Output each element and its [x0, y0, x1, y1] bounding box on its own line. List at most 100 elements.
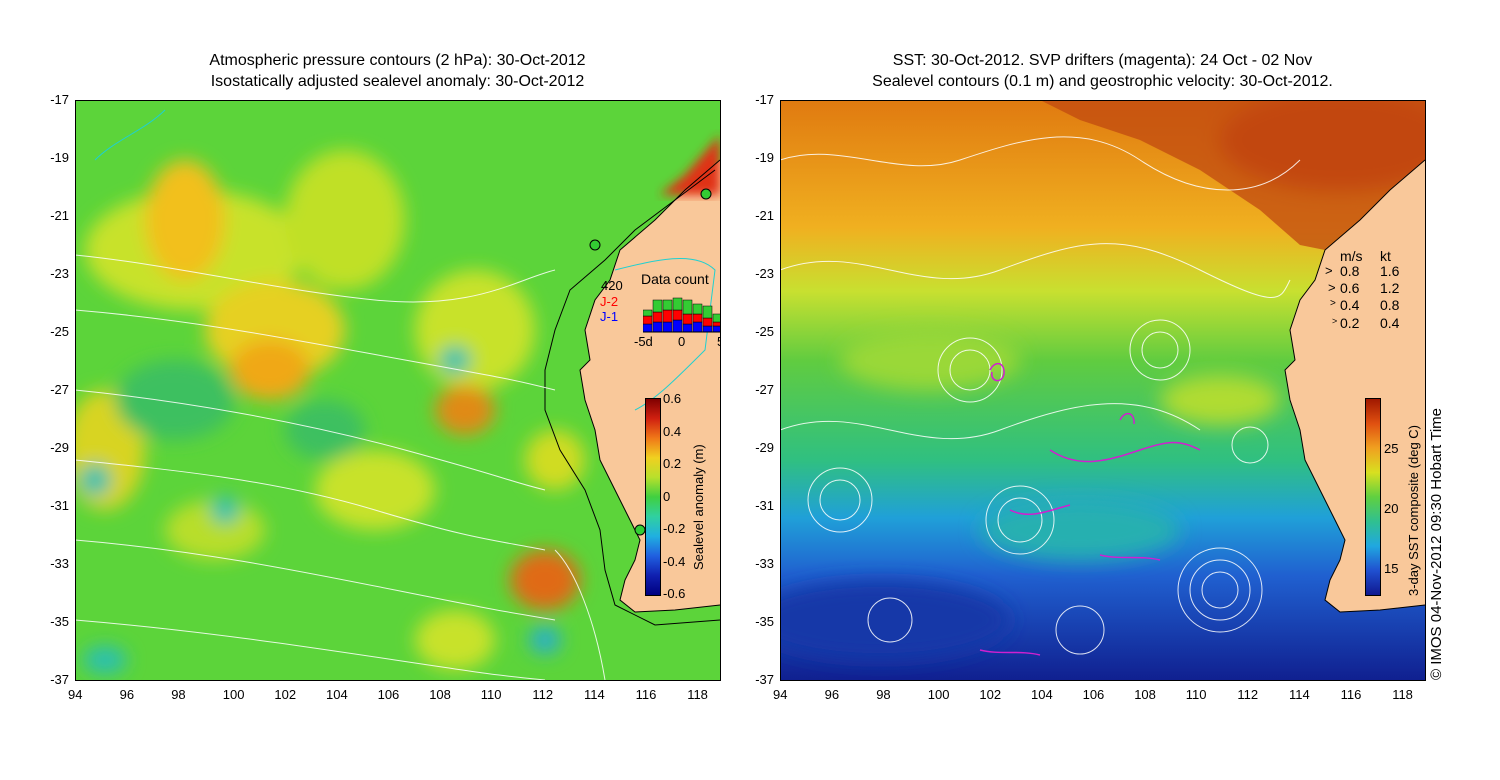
- latitude-tick: -19: [755, 150, 774, 165]
- sst-map[interactable]: m/s kt > 0.8 1.6 > 0.6 1.2 > 0.4 0.8 > 0…: [780, 100, 1425, 680]
- latitude-tick: -19: [50, 150, 69, 165]
- latitude-tick: -25: [755, 324, 774, 339]
- right-title-line1: SST: 30-Oct-2012. SVP drifters (magenta)…: [892, 52, 1313, 69]
- latitude-tick: -29: [755, 440, 774, 455]
- longitude-tick: 98: [171, 687, 186, 702]
- sealevel-anomaly-field: [75, 100, 720, 680]
- data-count-title: Data count: [641, 271, 709, 287]
- velocity-arrow-icon: >: [1325, 263, 1333, 278]
- data-count-bar-other: [672, 297, 683, 311]
- sealevel-anomaly-map[interactable]: Data count 420 J-2 J-1 -5d 0 5 0.6 0.4 0…: [75, 100, 720, 680]
- data-count-bar-other: [682, 299, 693, 315]
- latitude-tick: -33: [755, 556, 774, 571]
- longitude-tick: 114: [1289, 687, 1310, 702]
- latitude-tick: -23: [755, 266, 774, 281]
- sealevel-colorbar: [645, 398, 661, 596]
- longitude-tick: 94: [773, 687, 788, 702]
- data-count-bar-other: [702, 305, 713, 319]
- latitude-tick: -35: [755, 614, 774, 629]
- velocity-arrow-icon: >: [1328, 280, 1336, 295]
- sealevel-colorbar-tick: 0.4: [663, 424, 682, 439]
- velocity-legend-header-ms: m/s: [1340, 248, 1363, 264]
- sealevel-colorbar-tick: 0.6: [663, 391, 682, 406]
- longitude-tick: 94: [68, 687, 83, 702]
- longitude-tick: 106: [377, 687, 400, 702]
- longitude-tick: 100: [222, 687, 245, 702]
- longitude-tick: 112: [1237, 687, 1259, 702]
- latitude-tick: -31: [50, 498, 69, 513]
- data-count-bar-other: [652, 299, 663, 313]
- latitude-tick: -27: [755, 382, 774, 397]
- longitude-tick: 110: [1185, 687, 1207, 702]
- velocity-legend-ms: 0.8: [1340, 263, 1360, 279]
- data-count-x-tick: 0: [678, 334, 686, 349]
- left-map-frame: [75, 100, 721, 681]
- data-count-bar-other: [643, 309, 653, 317]
- sealevel-colorbar-tick: -0.2: [663, 521, 686, 536]
- longitude-tick: 118: [687, 687, 708, 702]
- latitude-tick: -29: [50, 440, 69, 455]
- latitude-tick: -21: [755, 208, 774, 223]
- velocity-arrow-icon: >: [1332, 316, 1338, 326]
- velocity-legend-kt: 0.4: [1380, 315, 1400, 331]
- latitude-tick: -25: [50, 324, 69, 339]
- latitude-tick: -27: [50, 382, 69, 397]
- velocity-arrow-icon: >: [1330, 298, 1336, 309]
- longitude-tick: 110: [480, 687, 502, 702]
- right-title: SST: 30-Oct-2012. SVP drifters (magenta)…: [780, 50, 1425, 92]
- left-title: Atmospheric pressure contours (2 hPa): 3…: [75, 50, 720, 92]
- left-title-line2: Isostatically adjusted sealevel anomaly:…: [210, 73, 585, 90]
- data-count-x-tick: 5: [717, 334, 720, 349]
- longitude-tick: 104: [326, 687, 348, 702]
- longitude-tick: 96: [119, 687, 135, 702]
- longitude-tick: 104: [1031, 687, 1053, 702]
- sst-colorbar-tick: 20: [1384, 501, 1399, 516]
- longitude-tick: 100: [927, 687, 950, 702]
- sst-colorbar-tick: 15: [1384, 561, 1399, 576]
- velocity-legend-ms: 0.6: [1340, 280, 1360, 296]
- velocity-legend-ms: 0.4: [1340, 297, 1360, 313]
- data-count-bar-other: [692, 303, 703, 315]
- data-count-x-tick: -5d: [634, 334, 653, 349]
- longitude-tick: 96: [824, 687, 840, 702]
- sst-field: [780, 100, 1425, 680]
- longitude-tick: 108: [1134, 687, 1156, 702]
- data-count-bar-other: [712, 313, 720, 323]
- copyright-notice: © IMOS 04-Nov-2012 09:30 Hobart Time: [1428, 407, 1445, 680]
- velocity-legend-kt: 1.2: [1380, 280, 1400, 296]
- sealevel-colorbar-tick: -0.4: [663, 554, 686, 569]
- latitude-tick: -31: [755, 498, 774, 513]
- latitude-tick: -35: [50, 614, 69, 629]
- data-count-histogram: [643, 297, 720, 333]
- sealevel-colorbar-tick: -0.6: [663, 586, 686, 601]
- longitude-tick: 116: [635, 687, 657, 702]
- longitude-tick: 118: [1392, 687, 1413, 702]
- sst-colorbar-tick: 25: [1384, 441, 1399, 456]
- latitude-tick: -33: [50, 556, 69, 571]
- longitude-tick: 116: [1340, 687, 1362, 702]
- longitude-tick: 108: [429, 687, 451, 702]
- right-title-line2: Sealevel contours (0.1 m) and geostrophi…: [872, 73, 1333, 90]
- data-count-bar-other: [662, 299, 673, 311]
- longitude-tick: 112: [532, 687, 554, 702]
- longitude-tick: 102: [274, 687, 297, 702]
- sealevel-colorbar-tick: 0.2: [663, 456, 682, 471]
- latitude-tick: -21: [50, 208, 69, 223]
- longitude-tick: 102: [979, 687, 1002, 702]
- left-title-line1: Atmospheric pressure contours (2 hPa): 3…: [209, 52, 586, 69]
- data-count-legend-j2: J-2: [600, 294, 619, 309]
- sealevel-colorbar-tick: 0: [663, 489, 671, 504]
- longitude-tick: 106: [1082, 687, 1105, 702]
- velocity-legend-header-kt: kt: [1380, 248, 1391, 264]
- data-count-legend-j1: J-1: [600, 309, 619, 324]
- latitude-tick: -23: [50, 266, 69, 281]
- longitude-tick: 98: [876, 687, 891, 702]
- sst-colorbar: [1365, 398, 1381, 596]
- right-map-frame: [780, 100, 1426, 681]
- velocity-legend-kt: 1.6: [1380, 263, 1400, 279]
- data-count-max: 420: [601, 278, 623, 293]
- latitude-tick: -17: [50, 92, 69, 107]
- velocity-legend-ms: 0.2: [1340, 315, 1360, 331]
- latitude-tick: -37: [50, 672, 69, 687]
- longitude-tick: 114: [584, 687, 605, 702]
